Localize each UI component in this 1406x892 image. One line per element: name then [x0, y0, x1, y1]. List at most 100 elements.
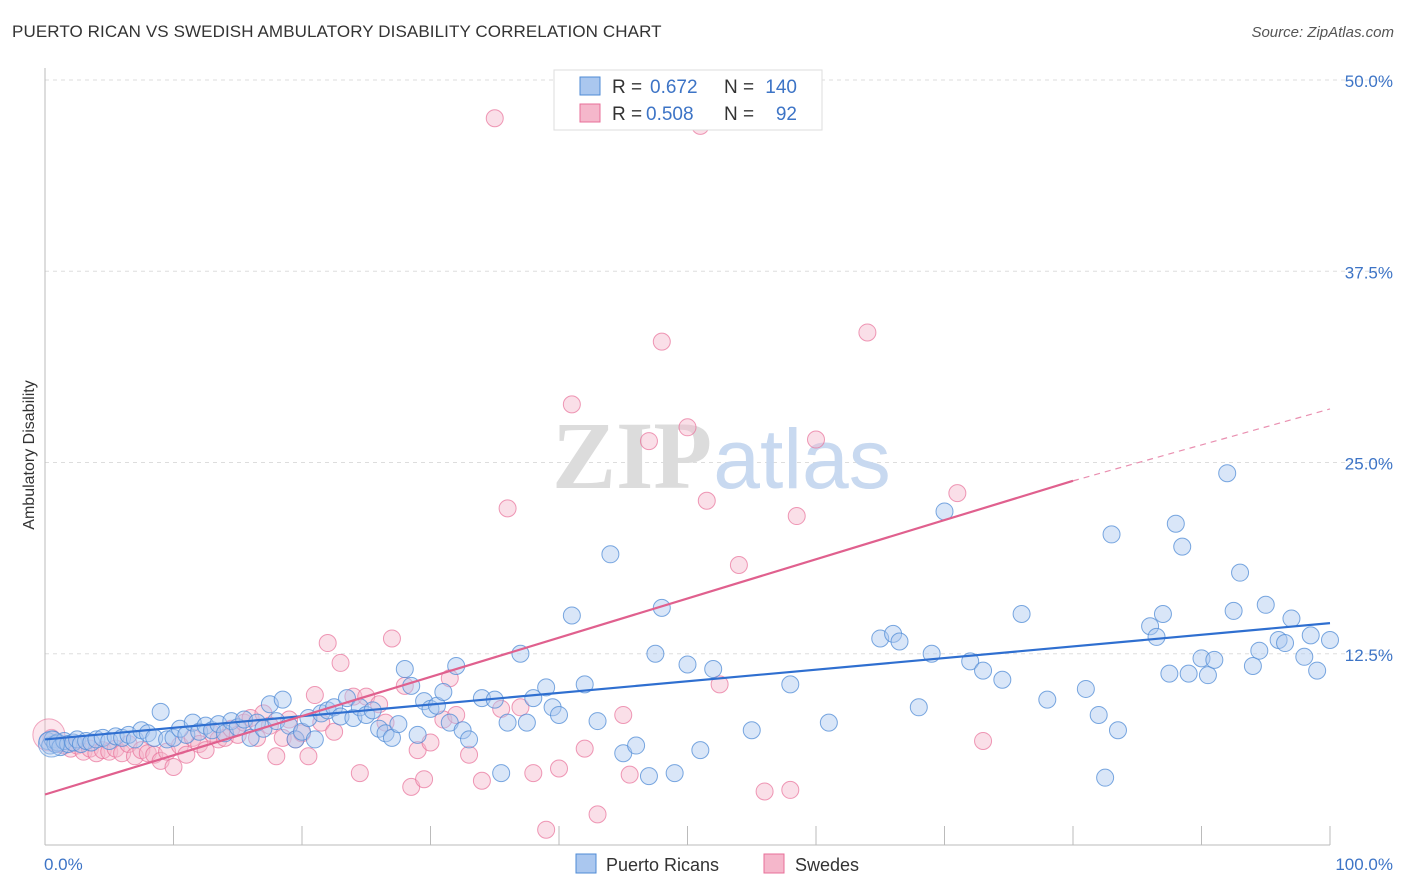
puerto-ricans-point	[1160, 664, 1179, 683]
puerto-ricans-point	[1173, 537, 1192, 556]
watermark-zip: ZIP	[552, 402, 712, 509]
puerto-ricans-point	[1282, 609, 1301, 628]
puerto-ricans-point	[1179, 664, 1198, 683]
grid-lines	[45, 79, 1392, 655]
legend-r-value-1: 0.672	[650, 77, 698, 98]
puerto-ricans-point	[376, 724, 395, 743]
swedes-point	[305, 686, 324, 705]
trend-lines	[44, 408, 1331, 796]
puerto-ricans-point	[993, 670, 1012, 689]
legend-top: R = 0.672 N = 140 R = 0.508 N = 92	[553, 69, 823, 131]
swedes-point	[710, 675, 729, 694]
puerto-ricans-point	[1205, 650, 1224, 669]
swedes-point	[562, 395, 581, 414]
puerto-ricans-point	[453, 721, 472, 740]
legend-bottom-blue-swatch	[575, 853, 597, 874]
puerto-ricans-point	[1102, 525, 1121, 544]
puerto-ricans-point	[704, 660, 723, 679]
swedes-point	[807, 430, 825, 449]
puerto-ricans-points	[37, 464, 1339, 787]
puerto-ricans-point	[1141, 617, 1160, 636]
swedes-point	[524, 764, 543, 783]
source-label: Source: ZipAtlas.com	[1251, 24, 1394, 41]
puerto-ricans-point	[1250, 641, 1269, 660]
puerto-ricans-point	[1256, 595, 1275, 614]
swedes-point	[787, 507, 806, 526]
swedes-point	[325, 722, 344, 741]
puerto-ricans-point	[909, 698, 928, 717]
swedes-point	[460, 745, 479, 764]
legend-bottom-pink-swatch	[763, 853, 785, 874]
legend-bottom: Puerto Ricans Swedes	[575, 853, 859, 875]
watermark: ZIP atlas	[552, 402, 891, 509]
puerto-ricans-point	[665, 764, 684, 783]
tick-labels: 12.5% 25.0% 37.5% 50.0% 0.0% 100.0%	[44, 72, 1393, 874]
puerto-ricans-point	[691, 741, 710, 760]
puerto-ricans-point	[151, 702, 170, 721]
puerto-ricans-point	[1321, 630, 1339, 649]
legend-n-label-2: N =	[724, 104, 754, 125]
swedes-point	[350, 764, 369, 783]
puerto-ricans-point	[601, 545, 620, 564]
swedes-point	[620, 765, 639, 784]
legend-n-value-1: 140	[765, 77, 797, 98]
swedes-point	[639, 432, 658, 451]
puerto-ricans-point	[337, 689, 356, 708]
swedes-point	[588, 805, 607, 824]
puerto-ricans-point	[575, 675, 594, 694]
y-tick-label: 37.5%	[1345, 263, 1393, 282]
puerto-ricans-point	[562, 606, 581, 625]
swedes-point	[678, 418, 697, 437]
swedes-point	[299, 747, 318, 766]
puerto-ricans-point	[370, 719, 389, 738]
puerto-ricans-point	[460, 730, 479, 749]
puerto-ricans-point	[1295, 647, 1314, 666]
legend-bottom-puerto-ricans: Puerto Ricans	[606, 855, 719, 875]
puerto-ricans-point	[1166, 514, 1185, 533]
puerto-ricans-point	[1224, 601, 1243, 620]
swedes-point	[729, 556, 748, 575]
puerto-ricans-point	[1096, 768, 1115, 787]
puerto-ricans-point	[1038, 690, 1057, 709]
swedes-trend-line	[44, 479, 1074, 796]
puerto-ricans-trend-line	[44, 622, 1331, 741]
watermark-atlas: atlas	[713, 412, 890, 506]
legend-n-label-1: N =	[724, 77, 754, 98]
swedes-point-large	[32, 718, 66, 752]
puerto-ricans-point	[1076, 679, 1095, 698]
legend-blue-swatch	[579, 76, 601, 96]
swedes-point	[781, 780, 800, 799]
swedes-point	[382, 629, 401, 648]
puerto-ricans-point	[1089, 705, 1108, 724]
puerto-ricans-point	[408, 725, 427, 744]
puerto-ricans-point	[646, 644, 665, 663]
puerto-ricans-point	[395, 660, 414, 679]
swedes-point	[267, 747, 286, 766]
swedes-point	[447, 705, 466, 724]
puerto-ricans-point	[819, 713, 838, 732]
puerto-ricans-point	[286, 730, 305, 749]
puerto-ricans-point	[434, 683, 453, 701]
puerto-ricans-point	[1198, 666, 1217, 685]
legend-r-label-1: R =	[612, 77, 642, 98]
puerto-ricans-point	[1308, 661, 1327, 680]
puerto-ricans-point	[158, 730, 177, 749]
swedes-point	[415, 770, 434, 789]
x-tick-label: 0.0%	[44, 855, 83, 874]
puerto-ricans-point	[550, 705, 568, 724]
puerto-ricans-point	[1108, 721, 1127, 740]
puerto-ricans-point	[537, 678, 556, 697]
puerto-ricans-point	[389, 715, 408, 734]
swedes-point	[331, 653, 350, 672]
puerto-ricans-point	[781, 675, 800, 694]
legend-r-value-2: 0.508	[646, 104, 694, 125]
x-tick-label: 100.0%	[1335, 855, 1393, 874]
legend-n-value-2: 92	[776, 104, 797, 125]
puerto-ricans-point	[273, 690, 292, 709]
swedes-point	[858, 323, 877, 342]
swedes-point	[614, 705, 633, 724]
y-tick-label: 12.5%	[1345, 646, 1393, 665]
puerto-ricans-point	[742, 721, 761, 740]
chart-title: PUERTO RICAN VS SWEDISH AMBULATORY DISAB…	[12, 22, 662, 41]
